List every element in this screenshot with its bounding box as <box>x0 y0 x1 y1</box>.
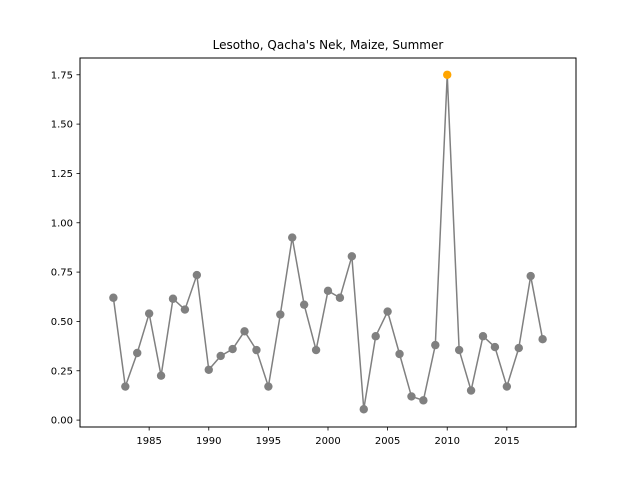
plot-marks <box>109 70 547 414</box>
x-tick-label: 1995 <box>256 436 281 447</box>
data-point <box>407 392 416 401</box>
x-tick-label: 1990 <box>196 436 221 447</box>
data-point <box>168 294 178 303</box>
x-tick-label: 2005 <box>375 436 400 447</box>
data-point <box>383 307 392 316</box>
data-point <box>335 293 345 302</box>
data-point <box>466 386 476 395</box>
data-point <box>109 293 118 302</box>
data-point <box>144 309 154 318</box>
y-tick-label: 1.25 <box>51 169 73 180</box>
y-tick-label: 0.75 <box>51 268 73 279</box>
highlight-point <box>443 70 452 79</box>
data-point <box>311 345 321 355</box>
data-point <box>538 334 547 344</box>
x-tick-label: 2000 <box>315 436 340 447</box>
data-point <box>264 382 273 391</box>
data-point <box>121 382 130 391</box>
data-point <box>431 340 440 350</box>
x-tick-label: 2015 <box>494 436 519 447</box>
x-tick-label: 2010 <box>435 436 460 447</box>
data-point <box>276 310 285 319</box>
x-tick-label: 1985 <box>136 436 161 447</box>
data-point <box>419 396 428 405</box>
data-point <box>323 286 333 296</box>
y-tick-label: 0.50 <box>51 317 73 328</box>
data-point <box>228 344 237 354</box>
y-tick-label: 1.75 <box>51 70 73 81</box>
data-point <box>347 252 357 261</box>
y-tick-label: 1.50 <box>51 120 73 131</box>
data-point <box>299 300 309 309</box>
data-point <box>514 343 523 353</box>
data-point <box>240 327 249 336</box>
data-point <box>252 345 261 355</box>
data-point <box>371 332 380 341</box>
data-point <box>288 233 297 242</box>
data-point <box>180 305 190 314</box>
data-point <box>359 405 368 414</box>
data-point <box>216 351 225 361</box>
data-point <box>478 332 488 341</box>
data-point <box>204 365 213 374</box>
y-tick-label: 0.25 <box>51 366 73 377</box>
y-tick-label: 0.00 <box>51 416 73 427</box>
data-point <box>395 349 404 359</box>
y-tick-label: 1.00 <box>51 218 73 229</box>
chart-title: Lesotho, Qacha's Nek, Maize, Summer <box>213 38 444 52</box>
data-point <box>133 348 142 358</box>
data-point <box>454 345 464 355</box>
axes: 1985 1990 1995 2000 2005 2010 2015 0.00 0.25 0.50… <box>51 57 577 447</box>
data-point <box>156 371 166 380</box>
data-point <box>526 271 535 281</box>
data-point <box>490 342 500 352</box>
data-point <box>192 270 202 280</box>
data-point <box>502 382 512 391</box>
